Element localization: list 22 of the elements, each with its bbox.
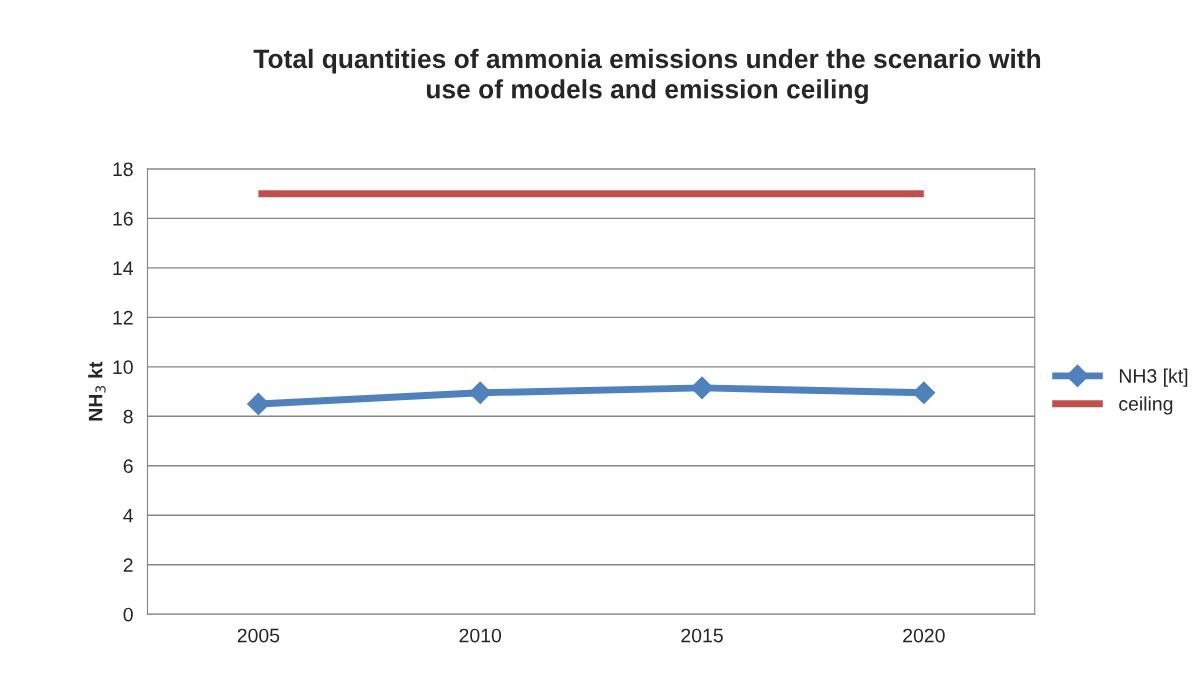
point xyxy=(247,392,270,416)
x-tick-label: 2015 xyxy=(681,628,723,643)
y-tick-label: 2 xyxy=(123,558,133,572)
y-tick-label: 0 xyxy=(123,607,133,622)
legend-label: NH3 [kt] xyxy=(1119,368,1188,387)
y-axis-title: NH$_{3}$ kt xyxy=(88,361,106,421)
legend-label: ceiling xyxy=(1119,396,1173,415)
y-tick-label: 18 xyxy=(113,162,133,177)
y-tick-label: 8 xyxy=(123,409,133,424)
x-tick-label: 2010 xyxy=(459,628,502,643)
y-tick-label: 10 xyxy=(113,360,133,375)
y-tick-label: 12 xyxy=(113,310,133,325)
point xyxy=(690,376,714,400)
y-tick-label: 16 xyxy=(113,211,133,226)
y-tick-label: 6 xyxy=(123,459,133,474)
x-tick-label: 2005 xyxy=(237,628,280,643)
y-tick-label: 14 xyxy=(113,261,134,275)
point xyxy=(912,381,936,405)
x-tick-label: 2020 xyxy=(903,628,945,643)
point xyxy=(468,381,492,405)
y-tick-label: 4 xyxy=(123,508,134,523)
chart-title: Total quantities of ammonia emissions under the scenario with use of models and emission ceiling xyxy=(253,48,1041,104)
